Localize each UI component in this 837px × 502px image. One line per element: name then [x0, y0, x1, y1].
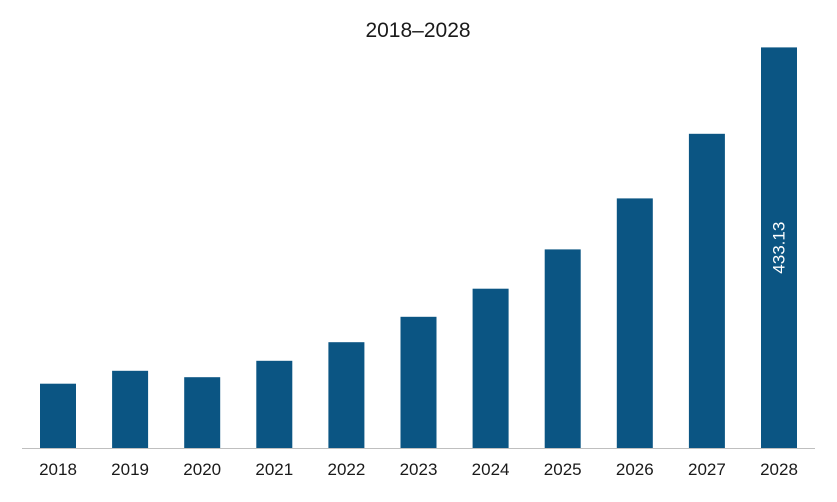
- bar-2026: [616, 198, 653, 448]
- bar-2024: [472, 288, 509, 448]
- data-labels-layer: 433.13: [770, 222, 789, 274]
- bar-2023: [400, 316, 437, 448]
- x-tick-2023: 2023: [400, 460, 438, 479]
- data-label-2028: 433.13: [770, 222, 789, 274]
- x-tick-labels: 2018 2019 2020 2021 2022 2023 2024 2025 2026 2027…: [39, 460, 798, 479]
- bar-2022: [328, 342, 365, 448]
- x-tick-2027: 2027: [688, 460, 726, 479]
- x-tick-2021: 2021: [255, 460, 293, 479]
- x-tick-2020: 2020: [183, 460, 221, 479]
- x-tick-2025: 2025: [544, 460, 582, 479]
- x-tick-2022: 2022: [327, 460, 365, 479]
- bar-2027: [688, 133, 725, 449]
- x-tick-2019: 2019: [111, 460, 149, 479]
- bars-layer: [40, 47, 797, 449]
- x-tick-2024: 2024: [472, 460, 510, 479]
- chart-title: 2018–2028: [365, 19, 470, 42]
- x-tick-2026: 2026: [616, 460, 654, 479]
- bar-2020: [184, 377, 221, 448]
- x-tick-2018: 2018: [39, 460, 77, 479]
- bar-2028: [761, 47, 797, 449]
- bar-2025: [544, 249, 581, 448]
- bar-2019: [112, 370, 149, 448]
- bar-2021: [256, 360, 293, 448]
- bar-2018: [40, 383, 76, 448]
- x-tick-2028: 2028: [760, 460, 798, 479]
